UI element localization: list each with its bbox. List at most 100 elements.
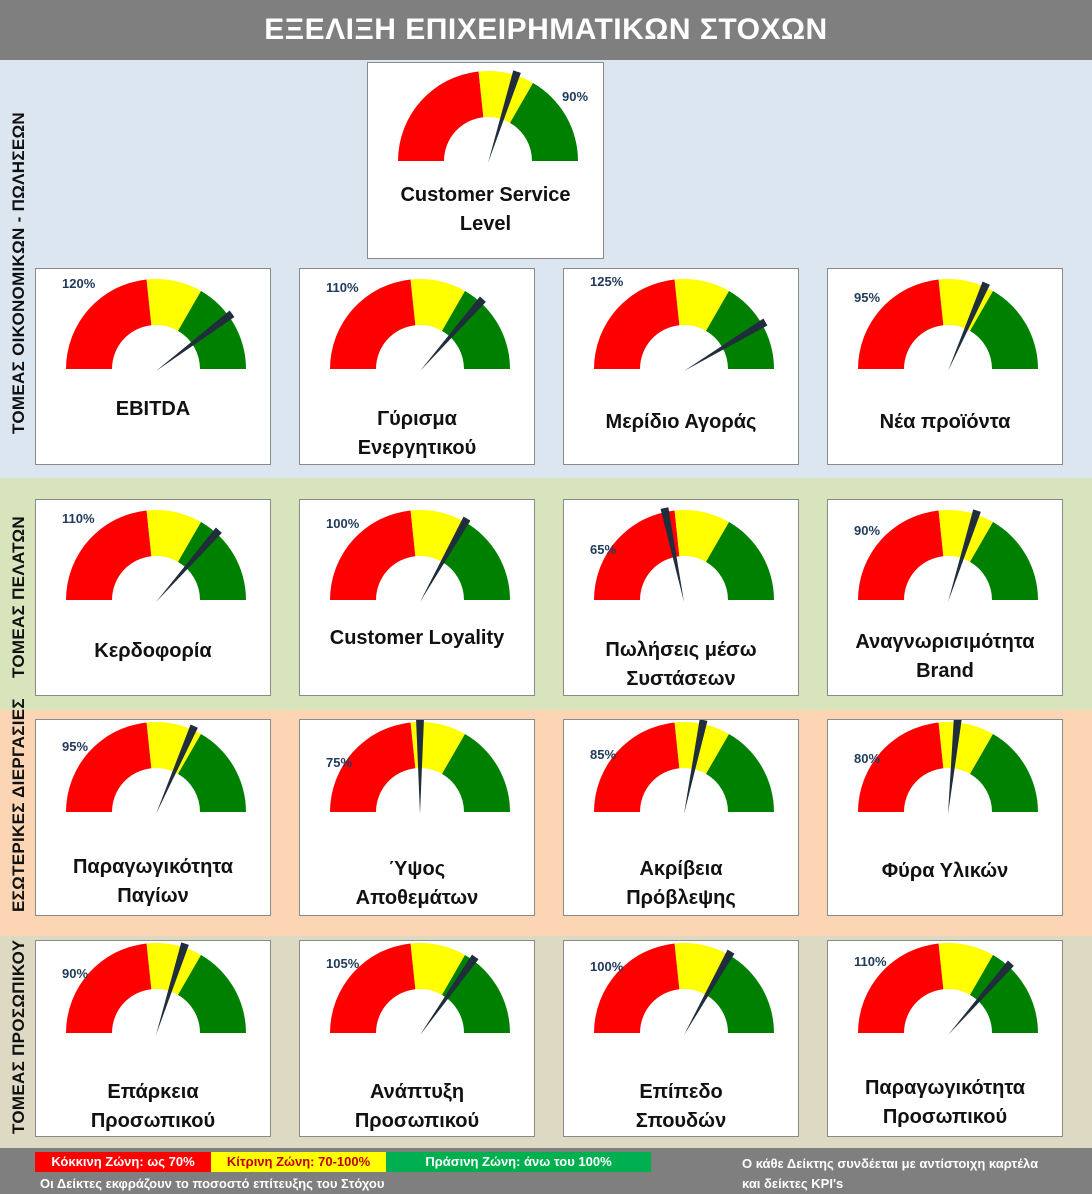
gauge-card-market-share[interactable]: 125% Μερίδιο Αγοράς <box>563 268 799 465</box>
gauge-asset-turnover <box>330 279 510 371</box>
gauge-green-zone <box>706 734 774 812</box>
gauge-card-new-products[interactable]: 95% Νέα προϊόντα <box>827 268 1063 465</box>
gauge-red-zone <box>858 279 944 369</box>
gauge-title-line: Κερδοφορία <box>94 640 212 662</box>
gauge-percent-label: 90% <box>562 89 589 104</box>
gauge-card-education-level[interactable]: 100% Επίπεδο Σπουδών <box>563 940 799 1137</box>
gauge-title-line: Γύρισμα <box>377 408 457 430</box>
gauge-title: Παραγωγικότητα Παγίων <box>36 853 270 911</box>
gauge-yellow-zone <box>674 510 729 562</box>
gauge-needle <box>660 507 684 602</box>
legend-note-right-1: Ο κάθε Δείκτης συνδέεται με αντίστοιχη κ… <box>742 1156 1039 1171</box>
gauge-title: Κερδοφορία <box>36 637 270 666</box>
gauge-card-fixed-asset-productivity[interactable]: 95% Παραγωγικότητα Παγίων <box>35 719 271 916</box>
gauge-title: Παραγωγικότητα Προσωπικού <box>828 1074 1062 1132</box>
gauge-red-zone <box>594 943 680 1033</box>
legend-green-zone: Πράσινη Ζώνη: άνω του 100% <box>386 1152 651 1172</box>
gauge-red-zone <box>66 279 152 369</box>
gauge-title-line: Customer Service <box>400 184 571 206</box>
gauge-green-zone <box>442 955 510 1033</box>
gauge-new-products <box>858 279 1038 371</box>
gauge-card-inventory-level[interactable]: 75% Ύψος Αποθεμάτων <box>299 719 535 916</box>
gauge-percent-label: 80% <box>854 751 881 766</box>
gauge-yellow-zone <box>146 943 201 995</box>
gauge-title-line: Ύψος <box>388 858 446 880</box>
gauge-red-zone <box>330 510 416 600</box>
gauge-percent-label: 100% <box>590 959 624 974</box>
gauge-card-staff-development[interactable]: 105% Ανάπτυξη Προσωπικού <box>299 940 535 1137</box>
gauge-needle <box>420 954 479 1035</box>
gauge-title: Ακρίβεια Πρόβλεψης <box>564 855 798 913</box>
gauge-needle <box>156 527 222 602</box>
gauge-customer-service-level <box>398 70 578 163</box>
gauge-card-forecast-accuracy[interactable]: 85% Ακρίβεια Πρόβλεψης <box>563 719 799 916</box>
gauge-card-brand-awareness[interactable]: 90% Αναγνωρισιμότητα Brand <box>827 499 1063 696</box>
section-label-finance: ΤΟΜΕΑΣ ΟΙΚΟΝΟΜΙΚΩΝ - ΠΩΛΗΣΕΩΝ <box>9 111 28 434</box>
gauge-title-line: Level <box>459 213 512 235</box>
gauge-green-zone <box>970 955 1038 1033</box>
gauge-green-zone <box>706 291 774 369</box>
gauge-green-zone <box>706 955 774 1033</box>
gauge-red-zone <box>66 722 152 812</box>
gauge-needle <box>488 70 521 163</box>
gauge-title-line: Πρόβλεψης <box>626 887 736 909</box>
gauge-yellow-zone <box>410 943 465 995</box>
gauge-needle <box>420 516 471 602</box>
gauge-green-zone <box>970 734 1038 812</box>
gauge-profitability <box>66 510 246 602</box>
gauge-percent-label: 110% <box>326 280 359 295</box>
gauge-red-zone <box>594 510 680 600</box>
gauge-title-line: Αποθεμάτων <box>355 887 479 909</box>
section-label-people: ΤΟΜΕΑΣ ΠΡΟΣΩΠΙΚΟΥ <box>9 939 28 1134</box>
legend-note-right-2: και δείκτες KPI's <box>742 1176 844 1191</box>
gauge-inventory-level <box>330 720 510 814</box>
gauge-card-material-waste[interactable]: 80% Φύρα Υλικών <box>827 719 1063 916</box>
gauge-card-customer-service-level[interactable]: 90% Customer Service Level <box>367 62 604 259</box>
gauge-title-line: Προσωπικού <box>882 1106 1008 1128</box>
gauge-red-zone <box>858 943 944 1033</box>
gauge-customer-loyality <box>330 510 510 602</box>
gauge-percent-label: 85% <box>590 747 617 762</box>
gauge-red-zone <box>398 71 484 161</box>
gauge-yellow-zone <box>938 510 993 562</box>
gauge-staff-development <box>330 943 510 1035</box>
gauge-card-staff-productivity[interactable]: 110% Παραγωγικότητα Προσωπικού <box>827 940 1063 1137</box>
gauge-percent-label: 90% <box>854 523 881 538</box>
legend-red-zone: Κόκκινη Ζώνη: ως 70% <box>35 1152 211 1172</box>
gauge-yellow-zone <box>674 279 729 331</box>
gauge-card-customer-loyality[interactable]: 100% Customer Loyality <box>299 499 535 696</box>
section-label-customers: ΤΟΜΕΑΣ ΠΕΛΑΤΩΝ <box>9 515 28 678</box>
gauge-needle <box>156 942 189 1035</box>
gauge-green-zone <box>442 522 510 600</box>
gauge-ebitda <box>66 279 246 371</box>
gauge-title-line: Παραγωγικότητα <box>72 856 234 878</box>
gauge-title: Γύρισμα Ενεργητικού <box>300 405 534 463</box>
gauge-title-line: Παραγωγικότητα <box>864 1077 1026 1099</box>
gauge-yellow-zone <box>478 71 533 123</box>
gauge-title: Ύψος Αποθεμάτων <box>300 855 534 913</box>
gauge-title: Φύρα Υλικών <box>828 857 1062 886</box>
gauge-card-referral-sales[interactable]: 65% Πωλήσεις μέσω Συστάσεων <box>563 499 799 696</box>
gauge-title-line: Customer Loyality <box>329 627 505 649</box>
gauge-red-zone <box>330 943 416 1033</box>
gauge-title: Αναγνωρισιμότητα Brand <box>828 628 1062 686</box>
gauge-green-zone <box>178 522 246 600</box>
gauge-card-ebitda[interactable]: 120% EBITDA <box>35 268 271 465</box>
gauge-yellow-zone <box>674 722 729 774</box>
gauge-green-zone <box>510 83 578 161</box>
legend-yellow-zone: Κίτρινη Ζώνη: 70-100% <box>211 1152 386 1172</box>
gauge-yellow-zone <box>410 279 465 331</box>
gauge-title: Νέα προϊόντα <box>828 408 1062 437</box>
gauge-red-zone <box>330 279 416 369</box>
gauge-green-zone <box>442 734 510 812</box>
gauge-referral-sales <box>594 507 774 602</box>
gauge-forecast-accuracy <box>594 720 774 814</box>
gauge-title: Πωλήσεις μέσω Συστάσεων <box>564 636 798 694</box>
gauge-card-asset-turnover[interactable]: 110% Γύρισμα Ενεργητικού <box>299 268 535 465</box>
gauge-green-zone <box>178 734 246 812</box>
gauge-card-staff-adequacy[interactable]: 90% Επάρκεια Προσωπικού <box>35 940 271 1137</box>
gauge-title-line: Αναγνωρισιμότητα <box>855 631 1035 653</box>
gauge-card-profitability[interactable]: 110% Κερδοφορία <box>35 499 271 696</box>
gauge-green-zone <box>178 955 246 1033</box>
gauge-percent-label: 95% <box>854 290 881 305</box>
